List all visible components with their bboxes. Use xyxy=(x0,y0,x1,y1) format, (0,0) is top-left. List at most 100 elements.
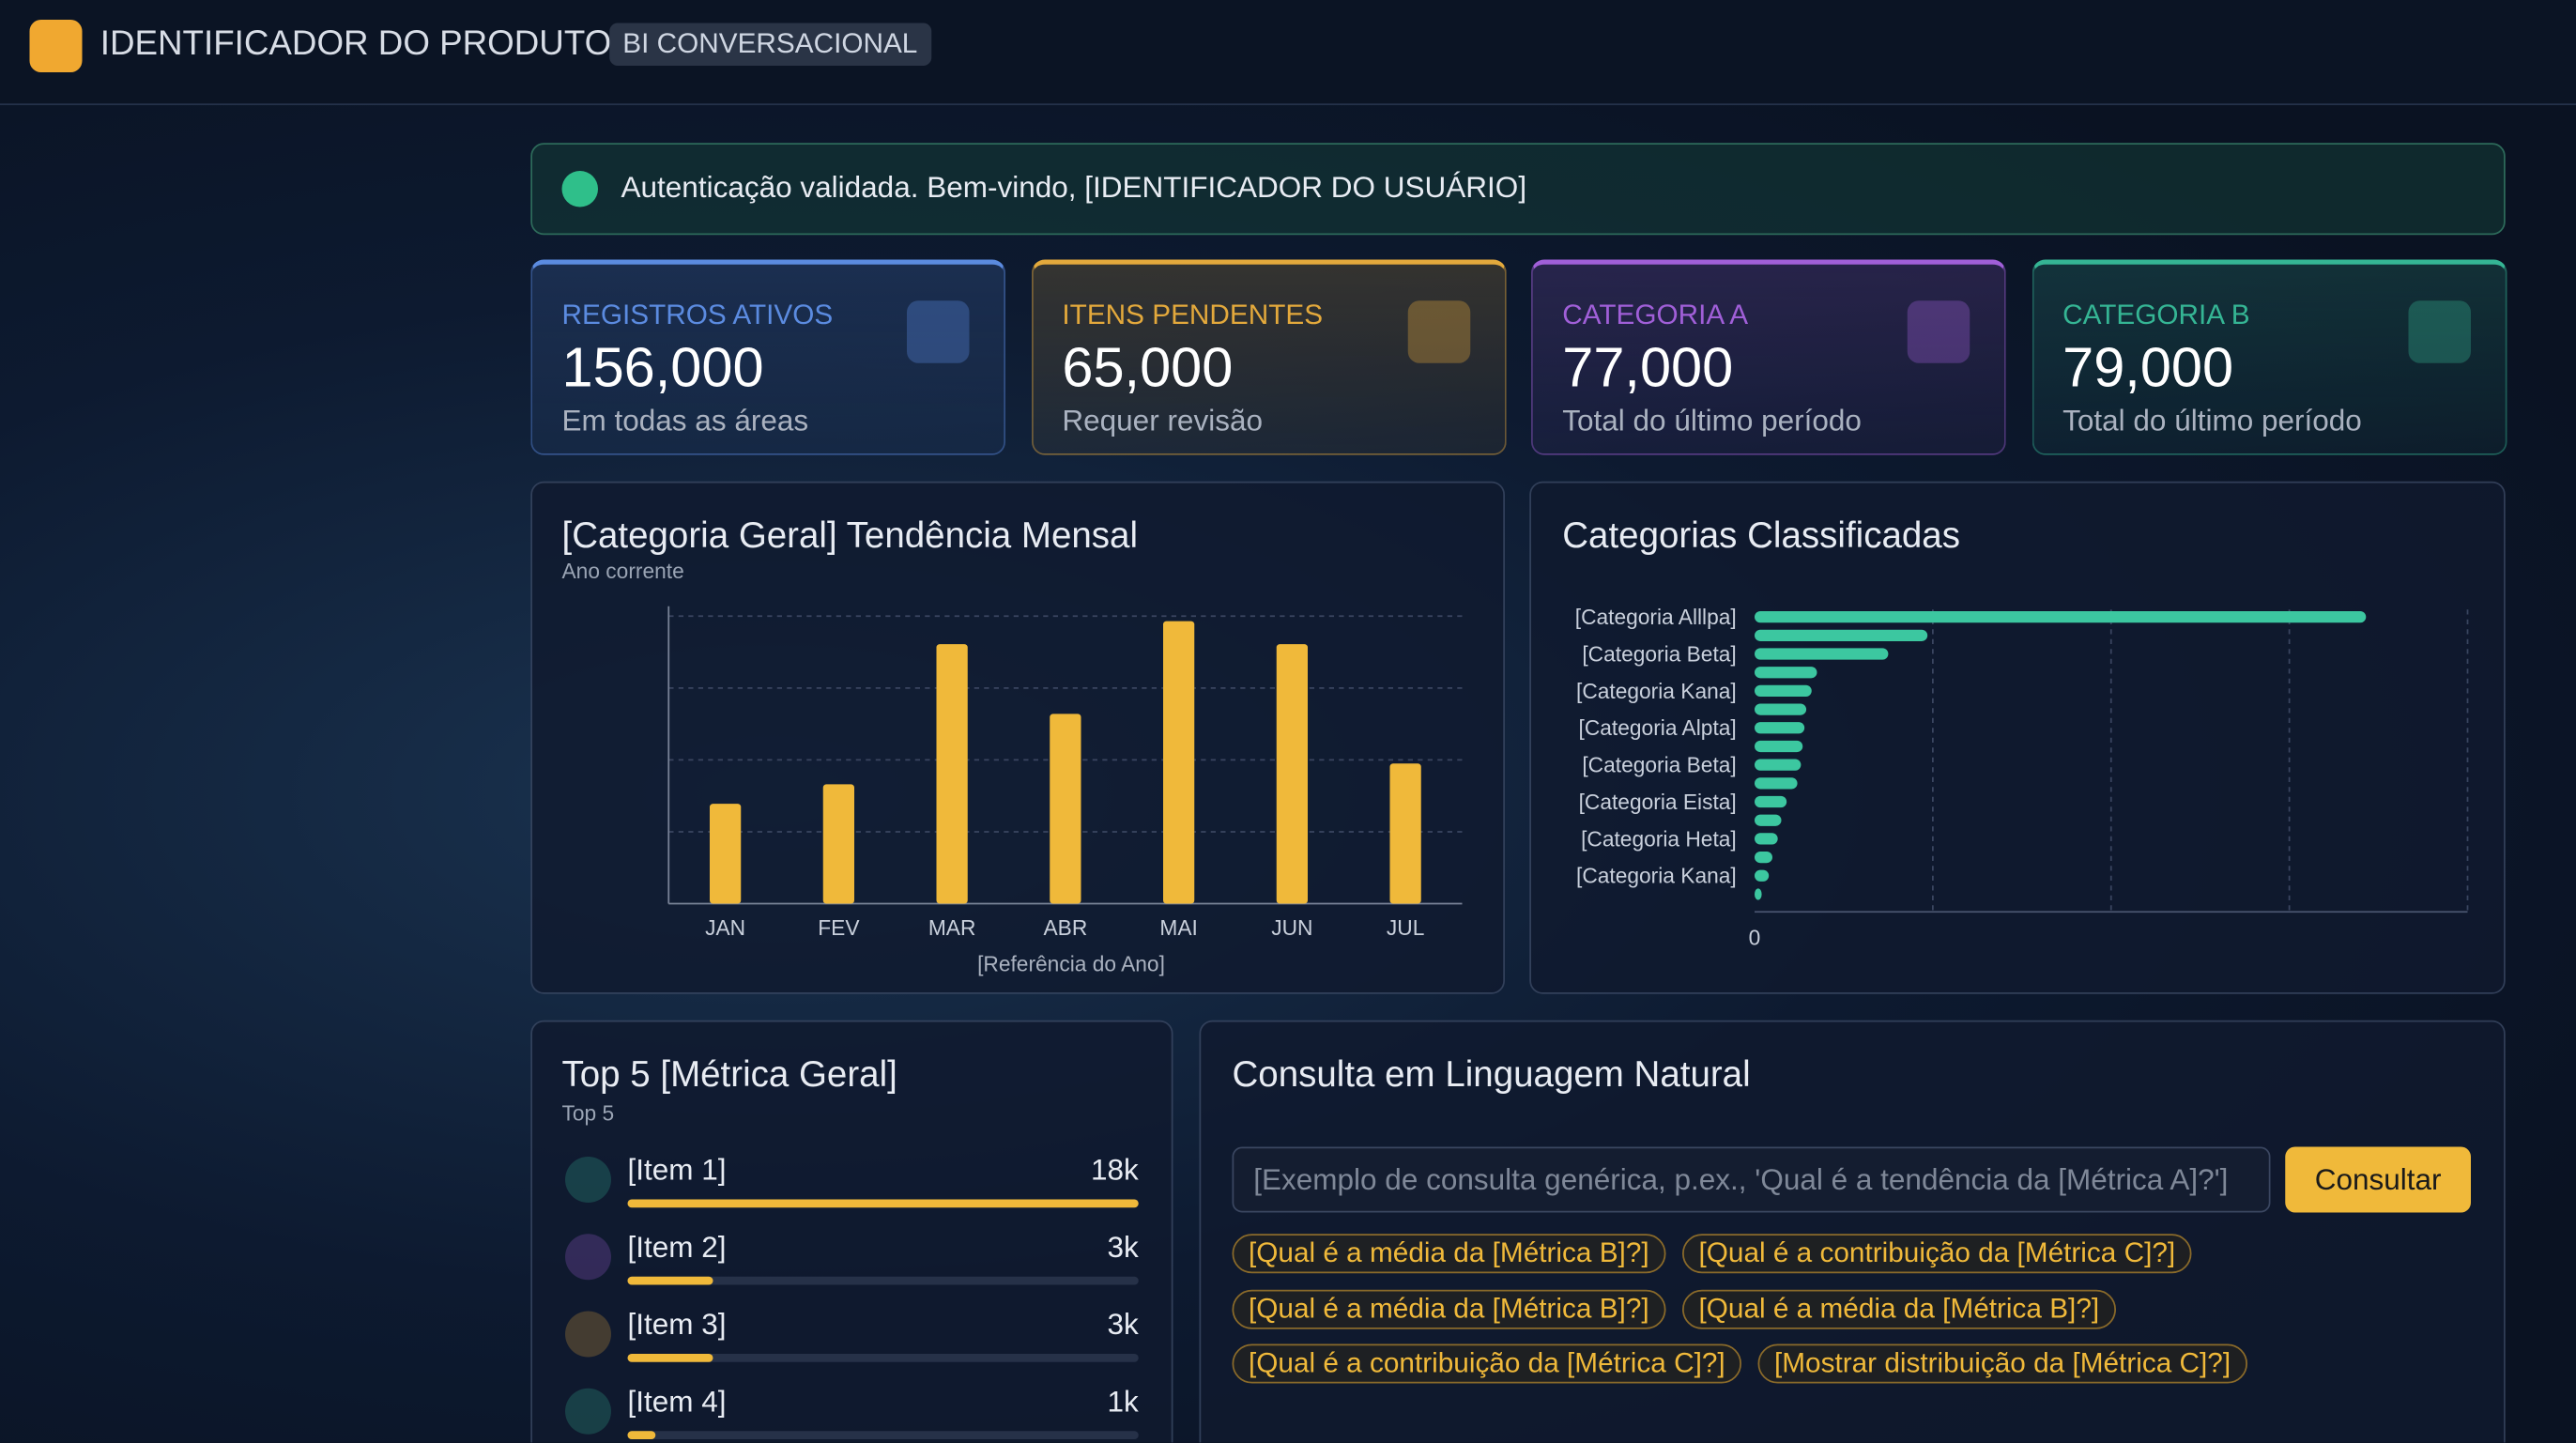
x-tick-label: MAR xyxy=(928,915,976,940)
trend-card: [Categoria Geral] Tendência Mensal Ano co… xyxy=(530,481,1505,994)
item-value: 3k xyxy=(1107,1308,1139,1341)
chart-subtitle: Ano corrente xyxy=(561,559,684,584)
y-tick-label: [Categoria Eista] xyxy=(1579,790,1737,814)
bar xyxy=(1755,611,2367,623)
plot: 0 [Categoria Alllpa] [Categoria Beta] [Cate… xyxy=(1575,605,2469,949)
x-tick-label: JUN xyxy=(1271,915,1312,940)
bar xyxy=(1755,684,1812,697)
bar xyxy=(1755,869,1770,882)
x-tick-label: FEV xyxy=(818,915,860,940)
item-icon xyxy=(565,1388,611,1435)
kpi-caption: Total do último período xyxy=(1562,404,1862,438)
top-card: Top 5 [Métrica Geral] Top 5 [Item 1] 18k [… xyxy=(530,1020,1173,1443)
kpi-card: REGISTROS ATIVOS 156,000 Em todas as áreas xyxy=(530,259,1005,455)
bar xyxy=(1755,814,1782,826)
bar xyxy=(822,784,854,904)
plot: JAN FEV MAR ABR MAI JUN JUL [Referência do Ano] xyxy=(667,606,1463,975)
y-tick-label: [Categoria Kana] xyxy=(1576,679,1737,703)
bar xyxy=(1050,714,1081,904)
item-icon xyxy=(565,1157,611,1203)
suggestion-chip[interactable]: [Qual é a média da [Métrica B]?] xyxy=(1232,1234,1666,1274)
top-subtitle: Top 5 xyxy=(561,1100,615,1126)
top-title: Top 5 [Métrica Geral] xyxy=(561,1052,897,1095)
x-tick-label: MAI xyxy=(1159,915,1197,940)
x-axis-title: [Referência do Ano] xyxy=(977,951,1165,975)
kpi-card: ITENS PENDENTES 65,000 Requer revisão xyxy=(1031,259,1506,455)
item-bar xyxy=(627,1199,1139,1208)
item-bar xyxy=(627,1431,656,1439)
kpi-caption: Requer revisão xyxy=(1062,404,1263,438)
bar xyxy=(1276,644,1308,904)
bar xyxy=(1755,667,1817,679)
product-title: IDENTIFICADOR DO PRODUTO xyxy=(100,24,612,63)
item-value: 18k xyxy=(1090,1153,1139,1187)
check-icon xyxy=(561,171,598,207)
bar xyxy=(1755,722,1805,734)
bar xyxy=(936,644,968,904)
ranked-card: Categorias Classificadas 0 [Categoria Alll… xyxy=(1529,481,2506,994)
chart-title: [Categoria Geral] Tendência Mensal xyxy=(561,514,1139,556)
logo xyxy=(29,20,83,72)
y-tick-label: [Categoria Alllpa] xyxy=(1575,605,1737,629)
bar xyxy=(1755,648,1889,660)
suggestion-chip[interactable]: [Mostrar distribuição da [Métrica C]?] xyxy=(1757,1343,2247,1384)
kpi-value: 156,000 xyxy=(561,336,764,400)
item-icon xyxy=(565,1311,611,1358)
y-tick-label: [Categoria Beta] xyxy=(1582,753,1736,777)
suggestion-chip[interactable]: [Qual é a contribuição da [Métrica C]?] xyxy=(1682,1234,2192,1274)
suggestion-chip[interactable]: [Qual é a média da [Métrica B]?] xyxy=(1232,1288,1666,1328)
y-tick-label: [Categoria Alpta] xyxy=(1579,715,1737,740)
suggestion-chip[interactable]: [Qual é a média da [Métrica B]?] xyxy=(1682,1288,2116,1328)
item-bar xyxy=(627,1276,713,1285)
bar xyxy=(1755,888,1762,900)
y-tick-label: [Categoria Kana] xyxy=(1576,864,1737,888)
y-tick-label: [Categoria Heta] xyxy=(1581,826,1737,851)
kpi-label: ITENS PENDENTES xyxy=(1062,299,1324,330)
x-tick-label: JUL xyxy=(1387,915,1424,940)
bar xyxy=(1389,763,1421,904)
top-bar xyxy=(0,0,2576,105)
bar xyxy=(1755,777,1798,790)
bar xyxy=(710,804,742,904)
item-track xyxy=(627,1354,1139,1362)
query-button[interactable]: Consultar xyxy=(2285,1146,2471,1213)
bar xyxy=(1755,703,1807,715)
kpi-caption: Em todas as áreas xyxy=(561,404,809,438)
item-bar xyxy=(627,1354,713,1362)
kpi-value: 79,000 xyxy=(2062,336,2234,400)
bar xyxy=(1163,621,1195,904)
bar xyxy=(1755,851,1772,864)
item-value: 3k xyxy=(1107,1230,1139,1264)
kpi-card: CATEGORIA A 77,000 Total do último período xyxy=(1531,259,2006,455)
item-name: [Item 2] xyxy=(627,1230,727,1264)
kpi-label: REGISTROS ATIVOS xyxy=(561,299,834,330)
query-input[interactable]: [Exemplo de consulta genérica, p.ex., 'Q… xyxy=(1232,1146,2271,1213)
bar xyxy=(1755,795,1787,808)
bar xyxy=(1755,833,1778,845)
item-name: [Item 1] xyxy=(627,1153,727,1187)
y-tick-label: [Categoria Beta] xyxy=(1582,641,1736,666)
item-name: [Item 3] xyxy=(627,1308,727,1341)
kpi-value: 65,000 xyxy=(1062,336,1234,400)
kpi-caption: Total do último período xyxy=(2062,404,2362,438)
alert xyxy=(530,143,2506,236)
bar xyxy=(1755,740,1803,753)
query-title: Consulta em Linguagem Natural xyxy=(1232,1052,1751,1095)
kpi-value: 77,000 xyxy=(1562,336,1734,400)
query-card: Consulta em Linguagem Natural [Exemplo d… xyxy=(1199,1020,2506,1443)
kpi-card: CATEGORIA B 79,000 Total do último período xyxy=(2031,259,2507,455)
item-icon xyxy=(565,1234,611,1281)
kpi-icon xyxy=(1406,300,1470,363)
kpi-label: CATEGORIA B xyxy=(2062,299,2250,330)
item-value: 1k xyxy=(1107,1385,1139,1419)
kpi-icon xyxy=(1907,300,1970,363)
suggestion-chip[interactable]: [Qual é a contribuição da [Métrica C]?] xyxy=(1232,1343,1742,1384)
bar xyxy=(1755,759,1802,771)
chart-title: Categorias Classificadas xyxy=(1562,514,1960,556)
kpi-icon xyxy=(907,300,970,363)
x-tick-label: ABR xyxy=(1043,915,1087,940)
kpi-icon xyxy=(2407,300,2471,363)
bar xyxy=(1755,629,1928,641)
